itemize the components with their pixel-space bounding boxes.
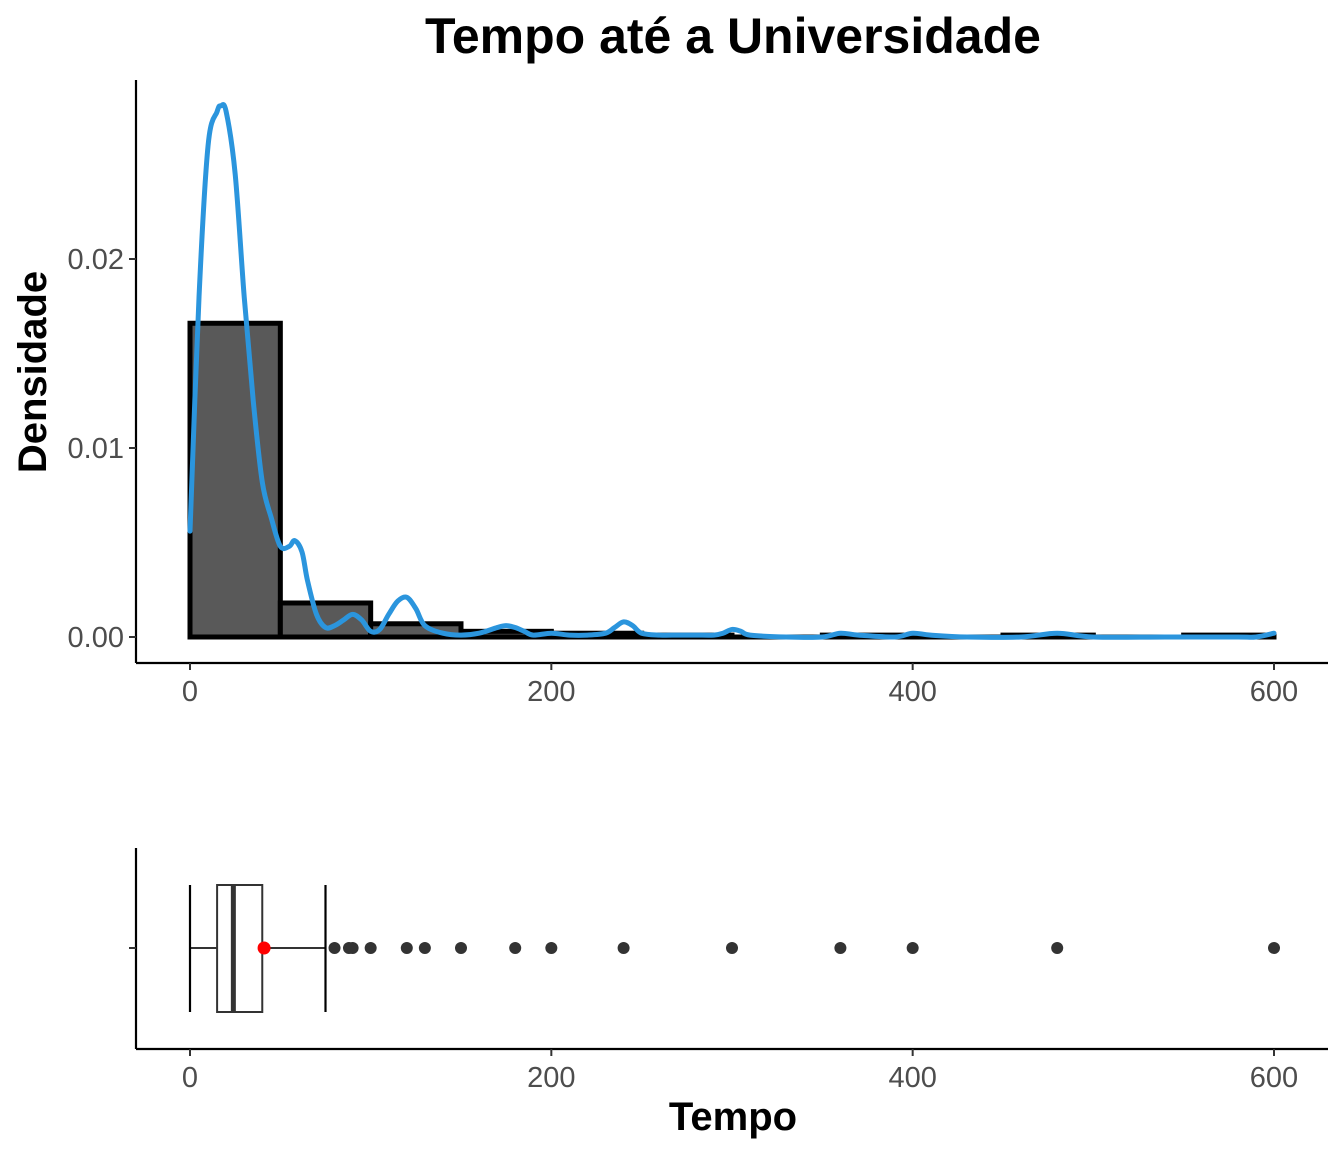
histogram-bar-0 <box>187 320 283 640</box>
histogram-bar-1 <box>277 600 374 640</box>
outlier-point <box>455 942 467 954</box>
outlier-point <box>418 942 431 954</box>
chart-title: Tempo até a Universidade <box>425 8 1041 64</box>
mean-point <box>257 941 271 955</box>
boxplot-outliers <box>328 942 1280 954</box>
boxplot-x-ticks: 0 200 400 600 <box>182 1049 1298 1094</box>
outlier-point <box>400 942 413 954</box>
histogram-y-tick-label: 0.00 <box>68 622 124 654</box>
boxplot-panel: 0 200 400 600 Tempo <box>129 848 1328 1139</box>
boxplot-x-tick-label: 200 <box>527 1062 575 1094</box>
density-curve <box>187 101 1277 640</box>
outlier-point <box>545 942 558 954</box>
outlier-point <box>1051 942 1064 954</box>
histogram-y-tick-label: 0.02 <box>68 244 124 276</box>
histogram-x-tick-label: 200 <box>527 676 575 708</box>
x-axis-title: Tempo <box>669 1095 797 1139</box>
histogram-x-ticks: 0 200 400 600 <box>182 663 1298 708</box>
histogram-x-tick-label: 600 <box>1250 676 1298 708</box>
histogram-panel: 0.00 0.01 0.02 0 200 400 600 Densidade <box>11 80 1328 708</box>
histogram-x-tick-label: 0 <box>182 676 198 708</box>
outlier-point <box>509 942 522 954</box>
histogram-x-tick-label: 400 <box>888 676 936 708</box>
outlier-point <box>726 942 738 954</box>
outlier-point <box>328 942 341 954</box>
outlier-point <box>834 942 847 954</box>
outlier-point <box>346 942 359 954</box>
histogram-y-tick-label: 0.01 <box>68 433 124 465</box>
iqr-box <box>216 884 264 1013</box>
histogram-y-ticks: 0.00 0.01 0.02 <box>68 244 136 654</box>
boxplot-elements <box>188 884 327 1013</box>
boxplot-x-tick-label: 0 <box>182 1062 198 1094</box>
outlier-point <box>1268 942 1280 954</box>
histogram-bars <box>187 320 1277 640</box>
y-axis-title: Densidade <box>11 271 55 473</box>
outlier-point <box>617 942 630 954</box>
boxplot-x-tick-label: 400 <box>888 1062 936 1094</box>
outlier-point <box>906 942 919 954</box>
outlier-point <box>364 942 377 954</box>
boxplot-x-tick-label: 600 <box>1250 1062 1298 1094</box>
